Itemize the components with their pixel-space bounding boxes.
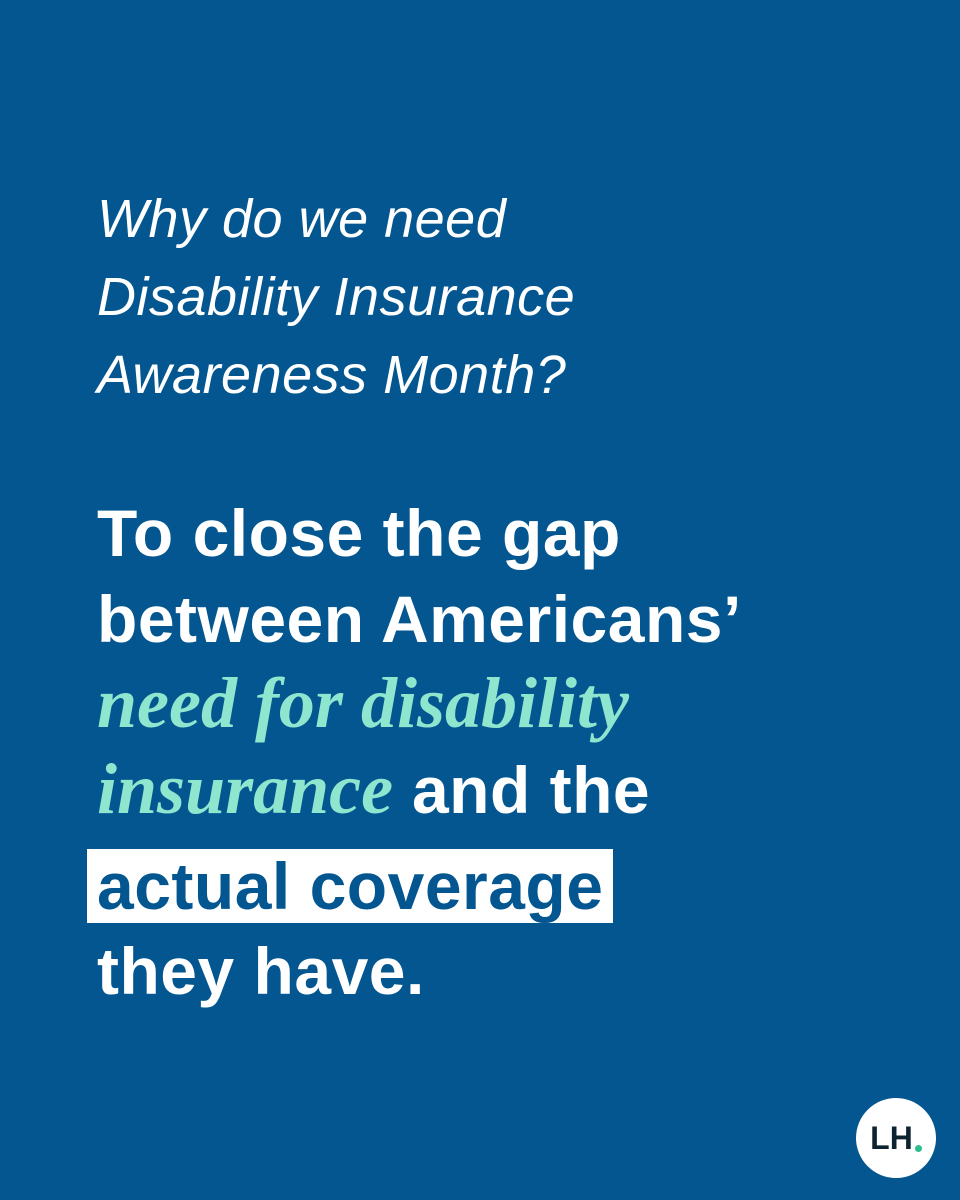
logo-text: LH [870, 1119, 913, 1156]
question-line: Why do we need [97, 189, 507, 249]
answer-line: need for disability [97, 660, 629, 747]
answer-line: between Americans’ [97, 582, 742, 656]
logo-dot [914, 1144, 922, 1152]
logo: LH [856, 1098, 936, 1178]
answer-line: they have. [97, 934, 425, 1008]
highlight-text: actual coverage [87, 849, 614, 923]
answer-text: and the [411, 753, 651, 827]
emphasis-text: insurance [97, 749, 394, 829]
emphasis-text: need for disability [97, 663, 629, 743]
answer-line: insurance and the [97, 746, 650, 833]
answer-line: To close the gap [97, 496, 621, 570]
question-line: Disability Insurance [97, 267, 576, 327]
question-line: Awareness Month? [97, 345, 567, 405]
answer-line: actual coverage [87, 843, 614, 929]
